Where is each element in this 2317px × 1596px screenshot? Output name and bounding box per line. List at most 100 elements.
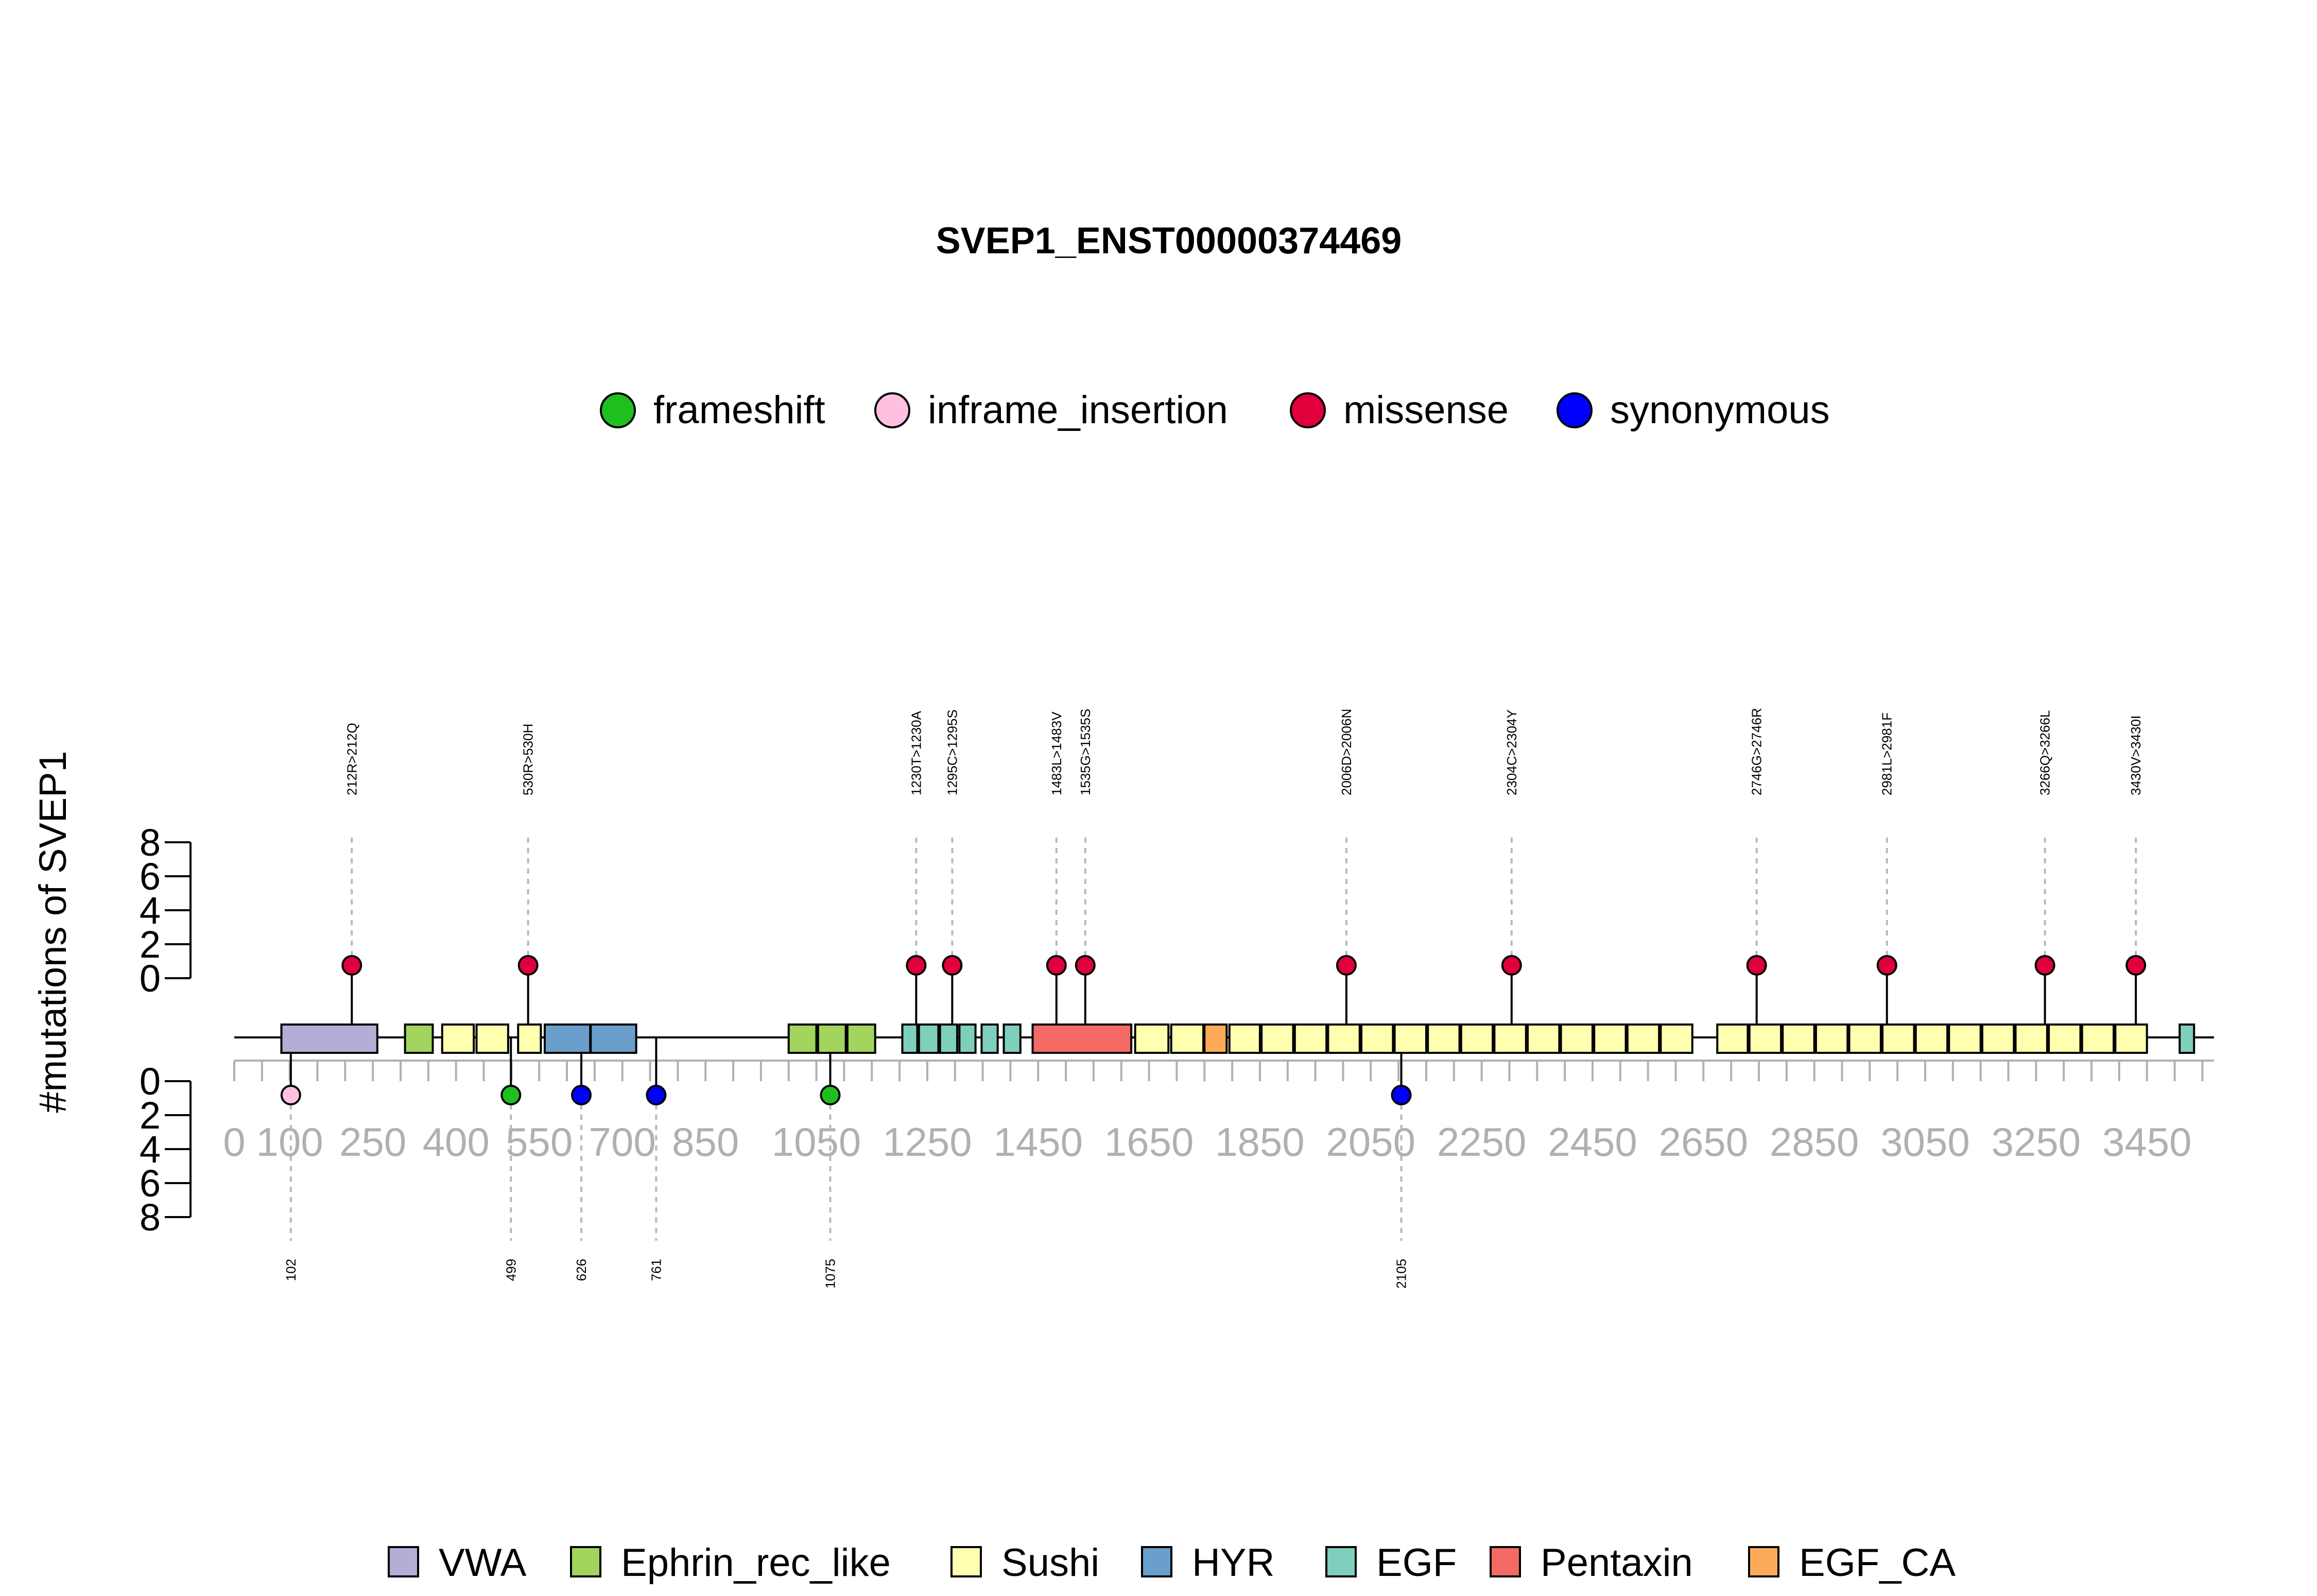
domain-sushi (1848, 1023, 1882, 1054)
bottom-lollipop-head (571, 1085, 592, 1105)
domain-egf (980, 1023, 999, 1054)
domain-legend-label: Pentaxin (1541, 1541, 1693, 1585)
top-lollipop-head (1501, 955, 1522, 976)
domain-sushi (1327, 1023, 1361, 1054)
position-axis-tick-label: 1050 (772, 1119, 861, 1165)
domain-ephrin-rec-like (404, 1023, 434, 1054)
bottom-y-tick-label: 2 (140, 1094, 161, 1137)
domain-sushi (1393, 1023, 1427, 1054)
top-lollipop-head (517, 955, 539, 976)
top-lollipop-head (942, 955, 963, 976)
domain-egf (958, 1023, 977, 1054)
position-axis-tick-label: 2450 (1548, 1119, 1637, 1165)
domain-sushi (1493, 1023, 1527, 1054)
domain-sushi (475, 1023, 509, 1054)
domain-egf (2178, 1023, 2195, 1054)
top-mutation-label: 2746G>2746R (1749, 708, 1765, 795)
domain-legend-swatch (570, 1546, 601, 1577)
domain-sushi (1427, 1023, 1461, 1054)
mutation-legend-swatch (600, 392, 636, 428)
mutation-legend-swatch (1557, 392, 1593, 428)
top-mutation-label: 3266Q>3266L (2037, 710, 2053, 795)
domain-track (280, 1023, 2195, 1054)
bottom-mutation-label: 626 (574, 1259, 589, 1281)
domain-ephrin-rec-like (817, 1023, 847, 1054)
top-mutation-label: 530R>530H (521, 724, 536, 796)
domain-sushi (2114, 1023, 2148, 1054)
domain-legend-swatch (388, 1546, 419, 1577)
domain-legend-label: EGF_CA (1799, 1541, 1956, 1585)
domain-sushi (1134, 1023, 1170, 1054)
domain-sushi (1748, 1023, 1783, 1054)
bottom-y-tick-label: 6 (140, 1162, 161, 1205)
domain-sushi (1527, 1023, 1561, 1054)
top-y-tick-label: 6 (140, 855, 161, 898)
domain-hyr (543, 1023, 592, 1054)
bottom-mutation-label: 2105 (1394, 1259, 1409, 1289)
position-axis-tick-label: 2850 (1770, 1119, 1859, 1165)
position-axis-tick-label: 0 (223, 1119, 245, 1165)
position-axis: 0 100 250 400 550 700 850 1050 1250 1450 1650 1850 2… (223, 1060, 2214, 1165)
domain-legend-label: EGF (1376, 1541, 1457, 1585)
top-lollipop-head (2125, 955, 2147, 976)
domain-sushi (2048, 1023, 2082, 1054)
top-lollipop-head (1746, 955, 1767, 976)
y-axis-label-group: #mutations of SVEP1 (31, 751, 74, 1113)
chart-title: SVEP1_ENST00000374469 (936, 220, 1402, 262)
bottom-lollipop-head (1391, 1085, 1412, 1105)
bottom-lollipops: 102 499 626 761 1075 2105 (280, 1037, 1412, 1289)
mutation-legend: frameshift inframe_insertion missense synon… (600, 388, 1830, 432)
top-mutation-label: 212R>212Q (344, 723, 359, 795)
bottom-mutation-label: 1075 (822, 1259, 838, 1289)
position-axis-tick-label: 3450 (2102, 1119, 2192, 1165)
domain-ephrin-rec-like (787, 1023, 818, 1054)
position-axis-tick-label: 550 (506, 1119, 573, 1165)
top-mutation-label: 1295C>1295S (944, 709, 960, 795)
bottom-mutation-label: 499 (503, 1259, 518, 1281)
bottom-mutation-label: 102 (283, 1259, 299, 1281)
domain-legend-label: Ephrin_rec_like (621, 1541, 891, 1585)
domain-legend-swatch (1325, 1546, 1357, 1577)
domain-hyr (590, 1023, 637, 1054)
top-mutation-label: 2006D>2006N (1339, 709, 1354, 795)
top-lollipops: 212R>212Q 530R>530H 1230T>1230A 1295C>1295S… (341, 708, 2147, 1037)
domain-egf-ca (1203, 1023, 1228, 1054)
domain-legend-label: VWA (439, 1541, 527, 1585)
domain-sushi (1460, 1023, 1494, 1054)
position-axis-tick-label: 3050 (1880, 1119, 1970, 1165)
domain-sushi (1981, 1023, 2015, 1054)
domain-vwa (280, 1023, 378, 1054)
domain-sushi (1560, 1023, 1594, 1054)
bottom-y-tick-label: 8 (140, 1196, 161, 1239)
domain-legend-label: HYR (1192, 1541, 1274, 1585)
bottom-y-tick-label: 4 (140, 1128, 161, 1171)
bottom-lollipop-head (820, 1085, 841, 1105)
domain-sushi (1659, 1023, 1693, 1054)
domain-sushi (1948, 1023, 1982, 1054)
position-axis-tick-label: 1650 (1104, 1119, 1194, 1165)
domain-legend-swatch (950, 1546, 982, 1577)
domain-sushi (1782, 1023, 1815, 1054)
domain-egf (1002, 1023, 1022, 1054)
top-lollipop-head (1046, 955, 1067, 976)
position-axis-tick-label: 1250 (883, 1119, 972, 1165)
top-lollipop-head (1336, 955, 1357, 976)
domain-sushi (517, 1023, 542, 1054)
top-y-tick-label: 4 (140, 889, 161, 932)
bottom-lollipop-head (500, 1085, 522, 1105)
bottom-mutation-label: 761 (648, 1259, 664, 1281)
domain-sushi (441, 1023, 475, 1054)
position-axis-tick-label: 3250 (1992, 1119, 2081, 1165)
domain-sushi (1881, 1023, 1915, 1054)
domain-sushi (1626, 1023, 1661, 1054)
domain-egf (918, 1023, 940, 1054)
domain-ephrin-rec-like (846, 1023, 876, 1054)
domain-legend: VWA Ephrin_rec_like Sushi HYR EGF Pentaxin EGF… (388, 1541, 1956, 1585)
top-lollipop-head (2034, 955, 2055, 976)
top-lollipop-head (906, 955, 927, 976)
domain-legend-swatch (1490, 1546, 1521, 1577)
domain-sushi (1716, 1023, 1749, 1054)
